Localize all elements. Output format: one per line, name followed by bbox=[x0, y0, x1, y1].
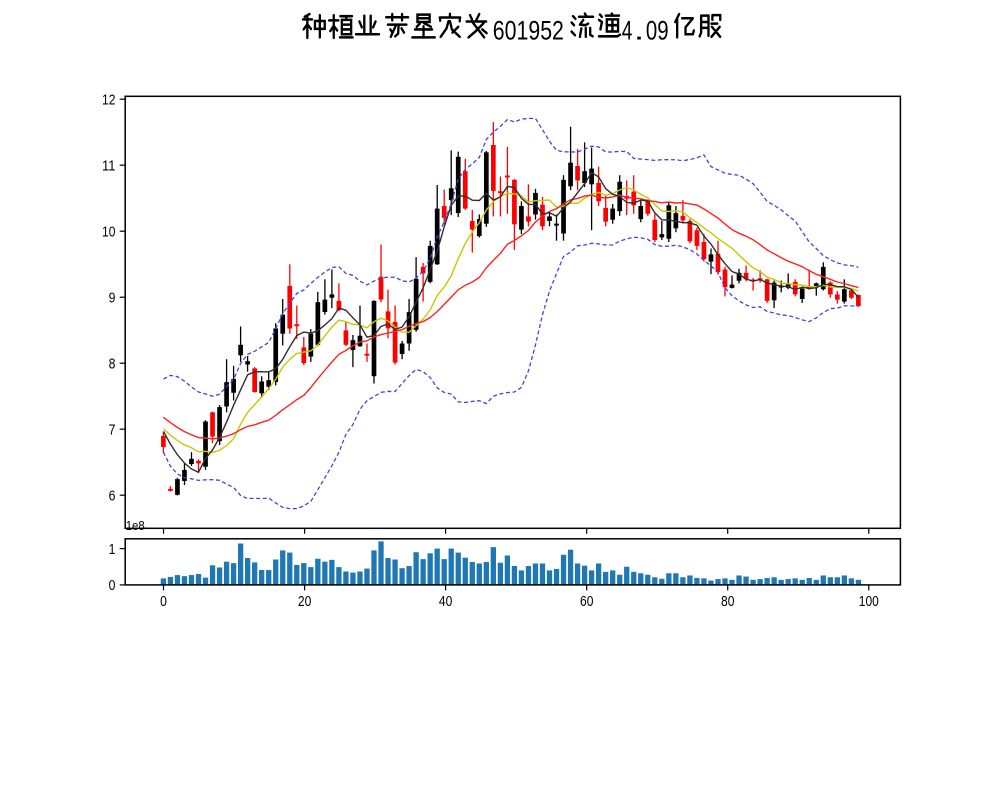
svg-text:10: 10 bbox=[102, 225, 115, 241]
svg-text:12: 12 bbox=[102, 93, 115, 109]
svg-text:100: 100 bbox=[859, 594, 879, 610]
svg-text:601952: 601952 bbox=[493, 16, 564, 46]
svg-text:4: 4 bbox=[622, 16, 633, 46]
svg-text:11: 11 bbox=[102, 159, 115, 175]
svg-text:1: 1 bbox=[109, 542, 116, 558]
svg-text:7: 7 bbox=[109, 423, 116, 439]
svg-text:20: 20 bbox=[298, 594, 311, 610]
svg-text:0: 0 bbox=[160, 594, 167, 610]
svg-text:40: 40 bbox=[439, 594, 452, 610]
svg-text:1e8: 1e8 bbox=[126, 519, 145, 533]
svg-text:80: 80 bbox=[721, 594, 734, 610]
svg-text:9: 9 bbox=[109, 291, 116, 307]
svg-text:.: . bbox=[634, 16, 645, 46]
svg-text:8: 8 bbox=[109, 357, 116, 373]
svg-text:0: 0 bbox=[109, 578, 116, 594]
svg-text:09: 09 bbox=[646, 16, 669, 46]
svg-text:60: 60 bbox=[580, 594, 593, 610]
svg-text:6: 6 bbox=[109, 489, 116, 505]
